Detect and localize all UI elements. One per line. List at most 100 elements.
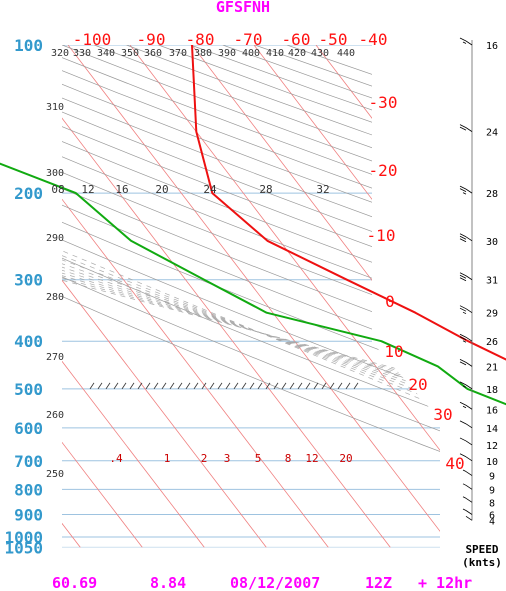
footer-cycle: 12Z [365,574,392,591]
moist-adiabat-line [62,240,440,548]
mixing-ratio-label: 1 [164,452,171,465]
wind-speed-label: 26 [486,337,498,348]
pressure-label: 1000 [4,528,43,547]
temperature-tick-label: -100 [73,30,112,49]
dry-adiabat-line [286,45,440,548]
temperature-trace [191,44,506,361]
isotherm-label: 20 [408,375,427,394]
dry-adiabat-line [62,45,440,548]
hatch-mark [97,382,103,390]
isotherm-label: 0 [385,292,395,311]
mixing-ratio-label: .4 [109,452,123,465]
dry-adiabat-line [62,45,440,548]
wind-barb-feather [459,185,467,190]
theta-label: 330 [73,48,91,59]
wind-barb [465,188,473,194]
wind-barb [465,127,473,132]
isotherm-label: 30 [433,405,452,424]
dry-adiabat-line [62,45,440,548]
dry-adiabat-line [62,45,440,548]
wind-barb-feather [462,41,467,44]
isotherm-line [62,45,329,548]
theta-label: 370 [169,48,187,59]
hatch-mark [201,382,207,390]
wind-barb-feather [462,405,467,409]
wind-speed-label: 14 [486,424,498,435]
theta-label: 410 [266,48,284,59]
wind-barb-feather [462,192,467,195]
wind-barb-feather [459,333,467,338]
dry-adiabat-line [62,45,440,548]
wind-barb [465,336,473,342]
hatch-mark [217,382,223,390]
isotherm-line [62,45,205,548]
wind-barb-feather [459,188,467,192]
wind-barb [465,423,473,429]
wind-barb [465,404,473,410]
wind-barb-feather [462,483,467,486]
label-layer: 10020030040050060070080090010001050-100-… [4,30,464,557]
theta-label: 340 [97,48,115,59]
mixing-ratio-label: 16 [115,183,128,196]
hatch-mark [113,382,119,390]
theta-label: 360 [144,48,162,59]
isotherm-line [62,45,81,548]
grid-layer [62,45,440,548]
wind-barb-feather [459,307,467,312]
hatch-mark [329,382,335,390]
trace-layer [0,44,506,406]
wind-barb-feather [459,305,467,310]
hatch-mark [345,382,351,390]
wind-barb-feather [462,340,467,343]
hatch-mark [273,382,279,390]
theta-label: 420 [288,48,306,59]
hatch-mark [321,382,327,390]
hatch-mark [297,382,303,390]
footer: 60.69 8.84 08/12/2007 12Z + 12hr [52,574,472,591]
moist-adiabat-line [62,240,440,548]
wind-barb-feather [462,311,467,315]
pressure-label: 1050 [4,538,43,557]
dry-adiabat-line [62,45,440,548]
wind-speed-label: 8 [489,498,495,509]
theta-label: 250 [46,469,64,480]
hatch-mark [169,382,175,390]
temperature-tick-label: -50 [319,30,348,49]
moist-adiabat-line [62,240,440,548]
mixing-ratio-label: 5 [255,452,262,465]
isotherm-label: -30 [369,93,398,112]
hatch-mark [257,382,263,390]
footer-lat: 60.69 [52,574,97,591]
wind-barb [465,275,473,281]
chart-title: GFSFNH [216,0,270,16]
pressure-label: 700 [14,452,43,471]
dry-adiabat-line [62,45,440,548]
wind-speed-label: 24 [486,128,498,139]
footer-lon: 8.84 [150,574,186,591]
wind-barb-feather [459,361,467,366]
theta-label: 390 [218,48,236,59]
wind-speed-label: 28 [486,189,498,200]
wind-barb-feather [459,401,467,406]
pressure-label: 400 [14,332,43,351]
hatch-mark [89,382,95,390]
wind-barb-feather [459,453,467,458]
mixing-ratio-label: 08 [51,183,64,196]
wind-barb-feather [459,359,467,363]
hatch-mark [337,382,343,390]
mixing-ratio-label: 3 [224,452,231,465]
dry-adiabat-line [62,45,440,548]
hatch-mark [161,382,167,390]
dry-adiabat-line [62,45,440,548]
pressure-label: 800 [14,480,43,499]
dry-adiabat-line [62,45,440,548]
wind-barb [465,497,473,503]
wind-speed-label: 30 [486,237,498,248]
mixing-ratio-label: 2 [201,452,208,465]
hatch-mark [185,382,191,390]
theta-label: 430 [311,48,329,59]
pressure-label: 900 [14,505,43,524]
hatch-mark [233,382,239,390]
wind-barb-feather [459,238,467,243]
